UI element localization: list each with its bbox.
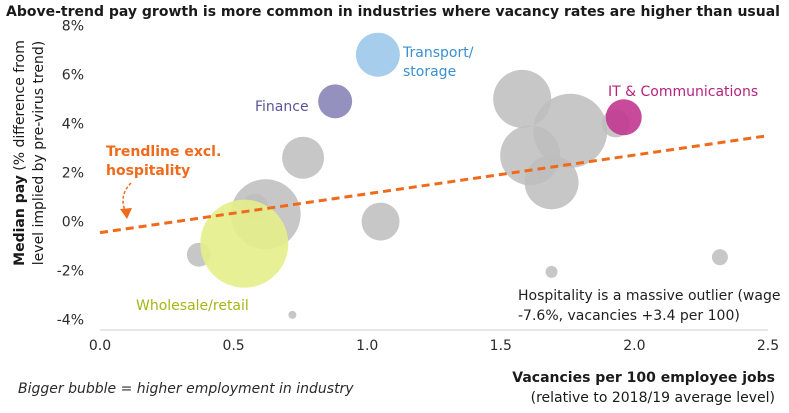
bubble-finance bbox=[318, 84, 353, 119]
bubble-it bbox=[605, 99, 642, 136]
y-tick-labels: 8% 6% 4% 2% 0% -2% -4% bbox=[57, 18, 84, 328]
bubble-p6 bbox=[282, 136, 325, 179]
svg-text:Median pay (% difference from: Median pay (% difference from bbox=[12, 40, 28, 266]
bubble-p11 bbox=[545, 265, 558, 278]
x-tick-label: 1.0 bbox=[356, 338, 378, 354]
y-axis-label: Median pay (% difference from level impl… bbox=[12, 40, 47, 266]
bubble-p12 bbox=[711, 249, 728, 266]
trendline bbox=[99, 134, 769, 235]
bubble-transport bbox=[355, 32, 400, 77]
y-tick-label: 4% bbox=[62, 116, 84, 132]
x-tick-label: 0.0 bbox=[89, 338, 111, 354]
x-tick-label: 0.5 bbox=[222, 338, 244, 354]
label-finance-line1: Finance bbox=[255, 99, 309, 115]
bubble-p1 bbox=[493, 69, 552, 128]
trendline-arrow bbox=[122, 182, 132, 214]
x-tick-label: 1.5 bbox=[490, 338, 512, 354]
x-tick-labels: 0.0 0.5 1.0 1.5 2.0 2.5 bbox=[89, 338, 779, 354]
y-tick-label: 0% bbox=[62, 215, 84, 231]
y-tick-label: 8% bbox=[62, 18, 84, 34]
chart-title: Above-trend pay growth is more common in… bbox=[6, 4, 780, 20]
trendline-annotation: Trendline excl. hospitality bbox=[106, 144, 221, 219]
bubbles bbox=[186, 32, 728, 319]
x-axis-label: Vacancies per 100 employee jobs bbox=[512, 370, 775, 386]
outlier-annotation-line1: Hospitality is a massive outlier (wage bbox=[518, 288, 780, 304]
outlier-annotation-line2: -7.6%, vacancies +3.4 per 100) bbox=[518, 308, 740, 324]
y-axis-label-rest: (% difference from bbox=[12, 40, 28, 175]
y-tick-label: 6% bbox=[62, 67, 84, 83]
point-labels: Transport/storage Finance IT & Communicati… bbox=[136, 45, 758, 314]
y-tick-label: -4% bbox=[57, 313, 84, 329]
y-tick-label: -2% bbox=[57, 264, 84, 280]
footnote: Bigger bubble = higher employment in ind… bbox=[18, 381, 354, 397]
y-tick-label: 2% bbox=[62, 166, 84, 182]
label-it-line1: IT & Communications bbox=[608, 84, 758, 100]
label-wholesale-line1: Wholesale/retail bbox=[136, 298, 249, 314]
label-transport-line2: storage bbox=[403, 64, 456, 80]
x-tick-label: 2.0 bbox=[623, 338, 645, 354]
x-axis-sublabel: (relative to 2018/19 average level) bbox=[530, 390, 775, 406]
y-axis-label-bold: Median pay bbox=[12, 175, 28, 266]
label-transport-line1: Transport/ bbox=[402, 45, 474, 61]
trendline-label-line1: Trendline excl. bbox=[106, 144, 221, 160]
trendline-label-line2: hospitality bbox=[106, 163, 190, 179]
trendline-arrowhead bbox=[120, 208, 132, 219]
outlier-annotation: Hospitality is a massive outlier (wage -… bbox=[518, 288, 780, 324]
bubble-p9 bbox=[361, 202, 400, 241]
bubble-wholesale bbox=[200, 199, 289, 288]
bubble-p13 bbox=[288, 310, 297, 319]
y-axis-label-line2: level implied by pre-virus trend) bbox=[31, 41, 47, 265]
x-tick-label: 2.5 bbox=[757, 338, 779, 354]
